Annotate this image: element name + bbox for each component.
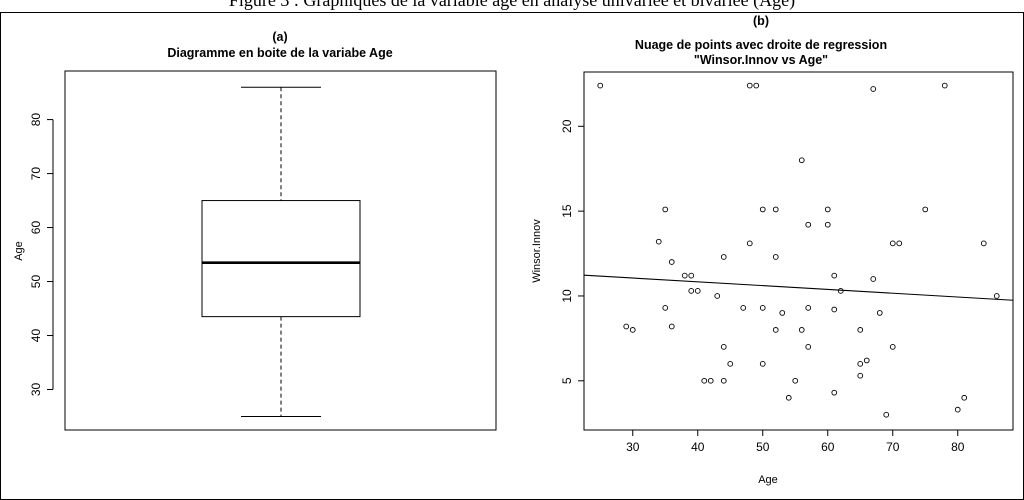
scatter-point <box>870 276 877 282</box>
scatter-point <box>753 82 760 89</box>
scatter-point <box>980 240 987 247</box>
panel-a-y-tick-label: 70 <box>29 167 43 181</box>
scatter-point <box>746 82 753 89</box>
scatter-point <box>961 394 968 401</box>
interquartile-box <box>201 200 361 318</box>
scatter-point <box>792 377 799 384</box>
scatter-point <box>831 272 838 279</box>
scatter-point <box>662 304 669 311</box>
scatter-point <box>805 304 812 311</box>
panel-b-x-tick-label: 80 <box>951 440 965 454</box>
panel-b-y-tick-label: 5 <box>560 377 574 384</box>
figure-caption: Figure 3 : Graphiques de la variable âge… <box>228 0 796 10</box>
panel-a-y-tick-label: 30 <box>29 383 43 397</box>
panel-b-label: (b) <box>753 14 769 28</box>
scatter-point <box>668 323 675 330</box>
scatter-point <box>883 411 890 418</box>
scatter-point <box>772 254 779 260</box>
scatter-point <box>922 206 929 213</box>
scatter-point <box>993 293 1000 299</box>
scatter-point <box>714 293 721 299</box>
scatter-point <box>701 377 708 384</box>
panel-b-y-tick-label: 20 <box>560 119 574 133</box>
scatter-point <box>623 323 630 330</box>
panel-b-y-tick-label: 15 <box>560 204 574 218</box>
panel-b-x-axis-label: Age <box>758 474 778 486</box>
scatter-point <box>824 206 831 213</box>
scatter-point <box>954 406 961 413</box>
scatter-point <box>688 288 695 294</box>
panel-b-title: Nuage de points avec droite de regressio… <box>635 38 887 52</box>
scatter-point <box>772 206 779 213</box>
scatter-point <box>896 240 903 247</box>
panel-b-y-axis-label: Winsor.Innov <box>531 219 543 283</box>
scatter-point <box>759 304 766 311</box>
panel-b-plot-frame <box>583 71 1014 431</box>
scatter-point <box>720 254 727 260</box>
panel-a-y-axis-label: Age <box>13 241 25 261</box>
scatter-point <box>798 157 805 164</box>
scatter-point <box>707 377 714 384</box>
panel-a-title: Diagramme en boite de la variabe Age <box>167 46 392 60</box>
panel-b-subtitle: "Winsor.Innov vs Age" <box>694 53 828 67</box>
scatter-point <box>655 238 662 245</box>
scatter-point <box>857 372 864 379</box>
scatter-point <box>831 389 838 396</box>
panel-a-y-tick-label: 40 <box>29 329 43 343</box>
scatter-point <box>863 357 870 364</box>
scatter-point <box>824 221 831 228</box>
panel-b-x-tick-label: 40 <box>691 440 705 454</box>
scatter-point <box>727 360 734 367</box>
scatter-point <box>876 310 883 316</box>
scatter-point <box>889 240 896 247</box>
scatter-point <box>759 206 766 213</box>
scatter-point <box>759 360 766 367</box>
scatter-point <box>837 288 844 294</box>
panel-b-regression <box>583 274 1014 301</box>
scatter-point <box>831 306 838 313</box>
scatter-point <box>889 344 896 350</box>
panel-b-x-tick-label: 30 <box>626 440 640 454</box>
scatter-point <box>720 344 727 350</box>
panel-a-boxplot <box>201 86 361 418</box>
scatter-point <box>941 82 948 89</box>
scatter-point <box>805 344 812 350</box>
scatter-point <box>688 272 695 279</box>
panel-a: (a) Diagramme en boite de la variabe Age… <box>13 30 497 431</box>
panel-b-x-tick-label: 70 <box>886 440 900 454</box>
scatter-point <box>870 86 877 92</box>
panel-a-y-tick-label: 60 <box>29 221 43 235</box>
panel-a-label: (a) <box>272 30 287 44</box>
scatter-point <box>694 288 701 294</box>
scatter-point <box>681 272 688 279</box>
scatter-point <box>798 327 805 333</box>
panel-a-y-tick-label: 80 <box>29 113 43 127</box>
panel-b-x-tick-label: 50 <box>756 440 770 454</box>
panel-b-x-tick-label: 60 <box>821 440 835 454</box>
panel-b-y-tick-label: 10 <box>560 289 574 303</box>
regression-line <box>583 274 1014 301</box>
scatter-point <box>720 377 727 384</box>
panel-a-plot-frame <box>64 70 497 431</box>
panel-b-points <box>597 82 1000 418</box>
scatter-point <box>662 206 669 213</box>
scatter-point <box>629 327 636 333</box>
scatter-point <box>779 310 786 316</box>
panel-b-x-axis: 30 40 50 60 70 80 <box>626 429 965 454</box>
scatter-point <box>857 327 864 333</box>
scatter-point <box>746 240 753 247</box>
scatter-point <box>772 327 779 333</box>
panel-a-y-tick-label: 50 <box>29 275 43 289</box>
scatter-point <box>597 82 604 89</box>
scatter-point <box>785 394 792 401</box>
scatter-point <box>668 259 675 265</box>
panel-b: (b) Nuage de points avec droite de regre… <box>531 14 1014 486</box>
panel-b-y-axis: 5 10 15 20 <box>560 119 585 384</box>
panel-a-y-axis: 30 40 50 60 70 80 <box>29 113 54 397</box>
scatter-point <box>857 360 864 367</box>
scatter-point <box>740 304 747 311</box>
scatter-point <box>805 221 812 228</box>
